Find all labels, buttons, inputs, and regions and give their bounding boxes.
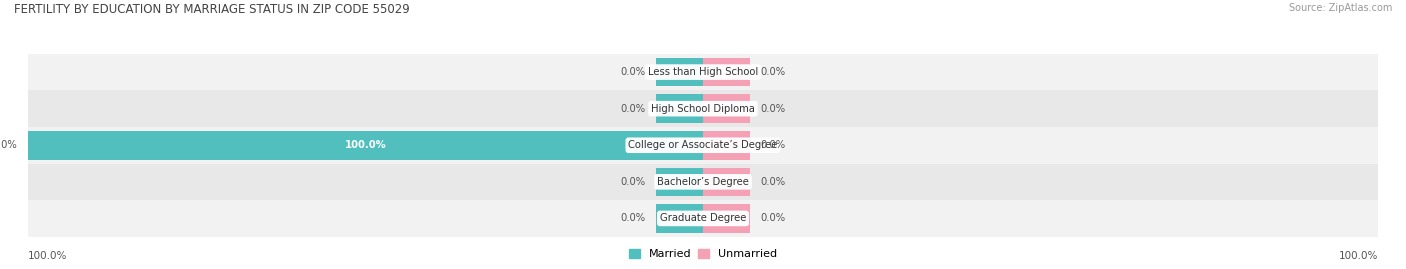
Text: 100.0%: 100.0% — [344, 140, 387, 150]
Text: 100.0%: 100.0% — [1339, 250, 1378, 261]
Bar — [28, 131, 703, 160]
Text: FERTILITY BY EDUCATION BY MARRIAGE STATUS IN ZIP CODE 55029: FERTILITY BY EDUCATION BY MARRIAGE STATU… — [14, 3, 409, 16]
Text: 0.0%: 0.0% — [620, 213, 645, 224]
Text: Less than High School: Less than High School — [648, 67, 758, 77]
Legend: Married, Unmarried: Married, Unmarried — [624, 244, 782, 263]
Bar — [28, 164, 1378, 200]
Bar — [703, 168, 751, 196]
Bar — [703, 131, 751, 160]
Text: 0.0%: 0.0% — [761, 177, 786, 187]
Text: 0.0%: 0.0% — [761, 213, 786, 224]
Bar — [28, 54, 1378, 90]
Text: Bachelor’s Degree: Bachelor’s Degree — [657, 177, 749, 187]
Text: 100.0%: 100.0% — [28, 250, 67, 261]
Text: Source: ZipAtlas.com: Source: ZipAtlas.com — [1288, 3, 1392, 13]
Bar — [28, 90, 1378, 127]
Text: 0.0%: 0.0% — [761, 140, 786, 150]
Bar — [703, 58, 751, 86]
Bar — [655, 204, 703, 233]
Bar — [655, 168, 703, 196]
Bar — [655, 94, 703, 123]
Text: Graduate Degree: Graduate Degree — [659, 213, 747, 224]
Text: 0.0%: 0.0% — [620, 177, 645, 187]
Bar — [655, 58, 703, 86]
Bar — [28, 127, 1378, 164]
Bar — [28, 200, 1378, 237]
Text: 0.0%: 0.0% — [620, 104, 645, 114]
Bar — [703, 94, 751, 123]
Bar — [703, 204, 751, 233]
Text: High School Diploma: High School Diploma — [651, 104, 755, 114]
Text: 0.0%: 0.0% — [761, 104, 786, 114]
Text: 0.0%: 0.0% — [620, 67, 645, 77]
Text: 100.0%: 100.0% — [0, 140, 18, 150]
Text: College or Associate’s Degree: College or Associate’s Degree — [628, 140, 778, 150]
Text: 0.0%: 0.0% — [761, 67, 786, 77]
